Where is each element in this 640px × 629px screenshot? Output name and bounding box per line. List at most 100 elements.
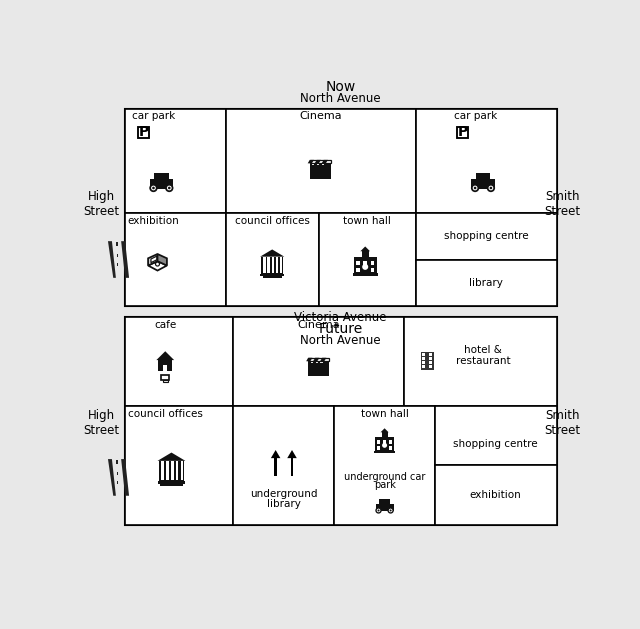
Circle shape xyxy=(150,185,157,191)
Bar xyxy=(429,365,432,368)
Polygon shape xyxy=(322,160,328,164)
Polygon shape xyxy=(156,351,174,360)
Polygon shape xyxy=(121,241,129,278)
Text: library: library xyxy=(469,277,503,287)
Text: restaurant: restaurant xyxy=(456,356,510,366)
Bar xyxy=(316,359,317,364)
Bar xyxy=(261,257,283,275)
Bar xyxy=(226,213,319,306)
Bar xyxy=(125,109,557,306)
Text: Smith
Street: Smith Street xyxy=(544,190,580,218)
Bar xyxy=(375,437,394,452)
Bar xyxy=(163,380,168,382)
Bar xyxy=(234,317,404,406)
Text: hotel &: hotel & xyxy=(464,345,502,355)
Bar xyxy=(421,352,433,370)
Text: Now: Now xyxy=(325,80,356,94)
Bar xyxy=(125,109,226,213)
Text: North Avenue: North Avenue xyxy=(300,92,381,105)
Circle shape xyxy=(488,185,494,191)
Bar xyxy=(138,127,149,138)
Bar xyxy=(116,264,118,266)
Bar xyxy=(317,160,319,165)
Bar xyxy=(234,406,334,525)
Bar xyxy=(429,353,432,356)
Bar xyxy=(260,274,284,277)
Bar xyxy=(125,317,557,525)
Text: Smith
Street: Smith Street xyxy=(544,409,580,437)
Text: P: P xyxy=(458,125,468,140)
Circle shape xyxy=(376,508,381,513)
Text: underground: underground xyxy=(250,489,317,499)
Bar xyxy=(429,361,432,364)
Bar xyxy=(291,458,293,476)
Bar xyxy=(381,432,388,437)
Polygon shape xyxy=(381,428,388,432)
Bar xyxy=(116,460,118,464)
Polygon shape xyxy=(360,247,370,251)
Bar xyxy=(125,317,234,406)
Bar xyxy=(471,179,495,189)
Circle shape xyxy=(390,509,392,511)
Bar xyxy=(404,317,557,406)
Bar xyxy=(150,179,173,189)
Polygon shape xyxy=(271,450,280,458)
Bar xyxy=(116,472,118,475)
Bar xyxy=(389,440,392,444)
Polygon shape xyxy=(310,160,331,164)
Polygon shape xyxy=(306,358,312,361)
Bar xyxy=(362,251,369,257)
Bar xyxy=(163,365,167,372)
Bar xyxy=(157,481,186,484)
Bar xyxy=(310,359,313,364)
Text: shopping centre: shopping centre xyxy=(444,231,529,242)
Text: Cinema: Cinema xyxy=(298,320,340,330)
Bar xyxy=(415,260,557,306)
Bar xyxy=(166,461,169,481)
Bar xyxy=(271,257,274,274)
Bar xyxy=(280,257,282,274)
Bar xyxy=(275,458,277,476)
Bar xyxy=(415,109,557,213)
Bar xyxy=(353,274,378,277)
Text: exhibition: exhibition xyxy=(470,490,521,500)
Circle shape xyxy=(166,185,173,191)
Text: cafe: cafe xyxy=(154,320,177,330)
Bar xyxy=(180,461,183,481)
Text: council offices: council offices xyxy=(235,216,310,226)
Bar xyxy=(356,261,360,265)
Polygon shape xyxy=(151,256,157,263)
Bar xyxy=(422,361,425,364)
Bar xyxy=(263,257,266,274)
Bar xyxy=(377,447,380,450)
Bar xyxy=(310,164,331,179)
Circle shape xyxy=(472,185,478,191)
Polygon shape xyxy=(308,358,329,361)
Text: North Avenue: North Avenue xyxy=(300,334,381,347)
Text: Victoria Avenue: Victoria Avenue xyxy=(294,311,387,324)
Bar xyxy=(171,461,173,481)
Bar xyxy=(422,365,425,368)
Bar xyxy=(371,268,374,272)
Bar xyxy=(371,261,374,265)
Polygon shape xyxy=(313,358,319,361)
Bar xyxy=(158,360,172,372)
Text: P: P xyxy=(138,125,148,140)
Polygon shape xyxy=(108,241,116,278)
Polygon shape xyxy=(148,254,157,265)
Circle shape xyxy=(474,187,476,189)
Bar xyxy=(321,359,323,364)
Text: underground car: underground car xyxy=(344,472,425,482)
Text: council offices: council offices xyxy=(128,408,203,418)
Circle shape xyxy=(490,187,492,189)
Text: Future: Future xyxy=(318,322,362,336)
Bar xyxy=(377,440,380,444)
Bar xyxy=(161,461,164,481)
Bar xyxy=(319,213,415,306)
Circle shape xyxy=(382,443,387,448)
Bar xyxy=(364,261,367,265)
Bar xyxy=(379,499,390,504)
Text: library: library xyxy=(267,499,301,509)
Text: park: park xyxy=(374,480,396,490)
Polygon shape xyxy=(287,450,297,458)
